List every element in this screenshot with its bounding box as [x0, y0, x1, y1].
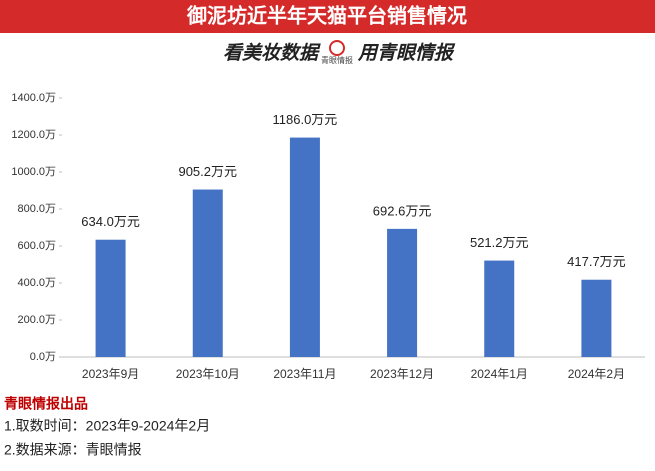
- value-label: 692.6万元: [373, 203, 432, 218]
- x-tick-label: 2023年11月: [273, 367, 336, 381]
- x-tick-label: 2024年1月: [471, 367, 528, 381]
- y-tick-label: 200.0万: [17, 314, 56, 326]
- value-label: 634.0万元: [81, 214, 140, 229]
- bar: [581, 279, 612, 357]
- x-tick-label: 2023年10月: [176, 367, 240, 381]
- value-label: 417.7万元: [567, 254, 626, 269]
- chart-title: 御泥坊近半年天猫平台销售情况: [186, 3, 467, 27]
- y-tick-label: 1200.0万: [11, 129, 56, 141]
- bar: [387, 228, 418, 357]
- footer-line: 2.数据来源：青眼情报: [4, 442, 142, 458]
- subtitle-right: 用青眼情报: [357, 42, 456, 64]
- bar: [192, 189, 223, 357]
- bar: [289, 137, 320, 357]
- value-label: 521.2万元: [470, 235, 529, 250]
- x-tick-label: 2023年12月: [370, 367, 434, 381]
- bar: [95, 239, 126, 357]
- x-tick-label: 2023年9月: [82, 367, 139, 381]
- y-tick-label: 0.0万: [30, 351, 56, 363]
- value-label: 905.2万元: [178, 164, 237, 179]
- y-tick-label: 1400.0万: [11, 92, 56, 104]
- subtitle-left: 看美妆数据: [223, 42, 321, 64]
- logo-text: 青眼情报: [321, 55, 353, 65]
- y-tick-label: 1000.0万: [11, 166, 56, 178]
- footer-line: 1.取数时间：2023年9-2024年2月: [4, 418, 210, 434]
- value-label: 1186.0万元: [273, 112, 338, 127]
- title-bar: [0, 0, 655, 33]
- y-tick-label: 400.0万: [17, 277, 56, 289]
- logo-icon: [329, 40, 345, 56]
- x-tick-label: 2024年2月: [568, 367, 625, 381]
- bar: [484, 260, 515, 357]
- footer-credit: 青眼情报出品: [4, 396, 88, 412]
- y-tick-label: 600.0万: [17, 240, 56, 252]
- y-tick-label: 800.0万: [17, 203, 56, 215]
